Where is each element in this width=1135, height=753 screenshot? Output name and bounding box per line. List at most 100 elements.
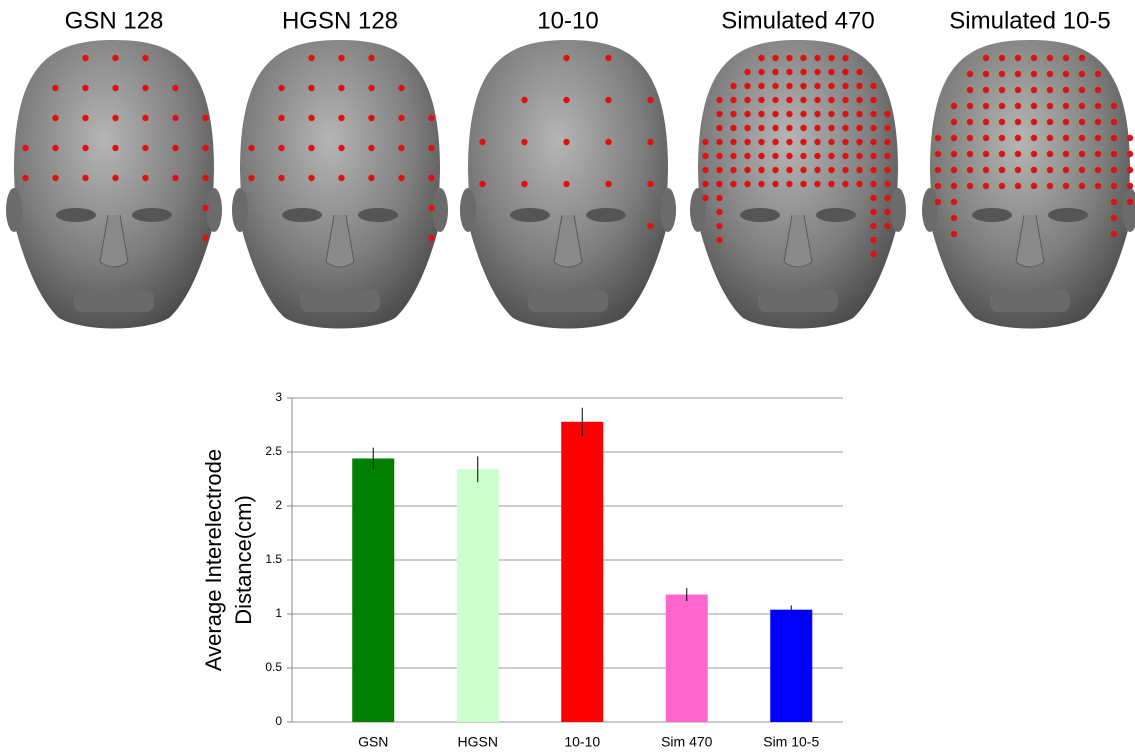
electrode <box>814 83 820 89</box>
electrode <box>744 181 750 187</box>
electrode <box>951 103 957 109</box>
electrode <box>368 115 374 121</box>
electrode <box>398 175 404 181</box>
electrode <box>1063 103 1069 109</box>
electrode <box>1111 167 1117 173</box>
electrode <box>716 125 722 131</box>
electrode <box>814 69 820 75</box>
electrode <box>951 151 957 157</box>
electrode <box>1047 119 1053 125</box>
electrode <box>870 209 876 215</box>
ear <box>432 188 448 232</box>
electrode <box>814 97 820 103</box>
electrode <box>828 125 834 131</box>
electrode <box>884 181 890 187</box>
electrode <box>1127 151 1133 157</box>
bar-chart: 00.511.522.53Average InterelectrodeDista… <box>201 390 843 750</box>
mouth <box>74 290 154 312</box>
electrode <box>999 55 1005 61</box>
electrode <box>842 55 848 61</box>
electrode <box>758 97 764 103</box>
electrode <box>1015 87 1021 93</box>
electrode <box>967 167 973 173</box>
electrode <box>1031 87 1037 93</box>
electrode <box>716 97 722 103</box>
electrode <box>52 85 58 91</box>
electrode <box>967 151 973 157</box>
electrode <box>428 205 434 211</box>
electrode <box>951 167 957 173</box>
electrode <box>828 181 834 187</box>
electrode <box>1127 135 1133 141</box>
electrode <box>772 69 778 75</box>
electrode <box>1111 135 1117 141</box>
electrode <box>52 145 58 151</box>
electrode <box>786 111 792 117</box>
electrode <box>814 167 820 173</box>
electrode <box>1063 183 1069 189</box>
electrode <box>338 145 344 151</box>
electrode <box>730 139 736 145</box>
electrode <box>1015 151 1021 157</box>
electrode <box>983 87 989 93</box>
head-shape <box>14 40 214 329</box>
electrode <box>828 83 834 89</box>
electrode <box>814 153 820 159</box>
electrode <box>605 55 611 61</box>
eye <box>132 208 172 222</box>
electrode <box>983 71 989 77</box>
electrode <box>842 125 848 131</box>
electrode <box>82 175 88 181</box>
electrode <box>1095 87 1101 93</box>
electrode <box>1047 87 1053 93</box>
electrode <box>983 167 989 173</box>
electrode <box>856 139 862 145</box>
electrode <box>428 235 434 241</box>
eye <box>282 208 322 222</box>
electrode <box>202 235 208 241</box>
electrode <box>967 119 973 125</box>
electrode <box>999 151 1005 157</box>
electrode <box>308 115 314 121</box>
electrode <box>278 145 284 151</box>
head-shape <box>240 40 440 329</box>
electrode <box>772 55 778 61</box>
electrode <box>744 125 750 131</box>
bar <box>561 422 603 722</box>
electrode <box>1063 87 1069 93</box>
electrode <box>428 145 434 151</box>
electrode <box>800 69 806 75</box>
electrode <box>967 87 973 93</box>
electrode <box>842 167 848 173</box>
y-tick-label: 3 <box>275 390 282 404</box>
ear <box>660 188 676 232</box>
electrode <box>1047 135 1053 141</box>
electrode <box>800 181 806 187</box>
electrode <box>1095 103 1101 109</box>
electrode <box>308 145 314 151</box>
electrode <box>999 103 1005 109</box>
electrode <box>1047 71 1053 77</box>
x-tick-label: GSN <box>358 734 388 750</box>
electrode <box>22 145 28 151</box>
y-tick-label: 0 <box>275 714 282 728</box>
head <box>232 40 448 329</box>
electrode <box>983 135 989 141</box>
electrode <box>1015 103 1021 109</box>
electrode <box>758 153 764 159</box>
electrode <box>951 135 957 141</box>
electrode <box>82 145 88 151</box>
y-axis-label-line: Average Interelectrode <box>201 449 226 671</box>
electrode <box>772 139 778 145</box>
electrode <box>856 83 862 89</box>
electrode <box>758 111 764 117</box>
electrode <box>842 111 848 117</box>
eye <box>358 208 398 222</box>
electrode <box>647 181 653 187</box>
electrode <box>983 151 989 157</box>
x-tick-label: Sim 10-5 <box>763 734 819 750</box>
electrode <box>398 115 404 121</box>
panel-title: HGSN 128 <box>282 7 398 34</box>
electrode <box>142 145 148 151</box>
